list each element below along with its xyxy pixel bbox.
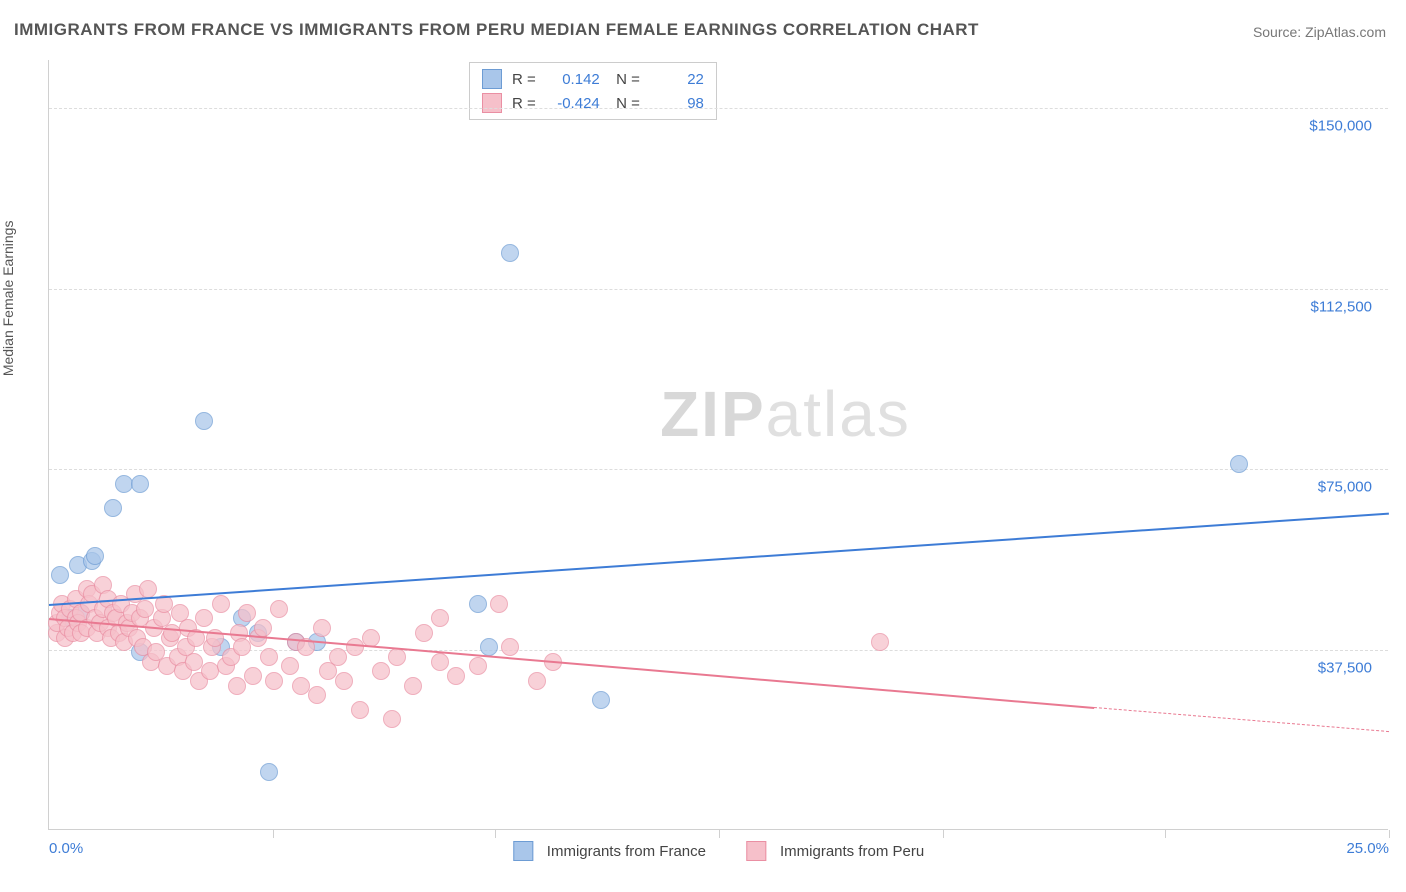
n-value-france: 22 [644, 71, 704, 88]
data-point-peru [447, 667, 465, 685]
data-point-peru [346, 638, 364, 656]
data-point-peru [383, 710, 401, 728]
trendline [49, 512, 1389, 605]
data-point-peru [233, 638, 251, 656]
trendline-extrapolated [1094, 707, 1389, 732]
tick-v [719, 830, 720, 838]
tick-v [495, 830, 496, 838]
gridline-h [49, 289, 1388, 290]
y-tick-label: $112,500 [1311, 298, 1372, 315]
legend-label-france: Immigrants from France [547, 843, 706, 860]
gridline-h [49, 469, 1388, 470]
data-point-france [195, 412, 213, 430]
data-point-peru [313, 619, 331, 637]
tick-v [273, 830, 274, 838]
data-point-peru [281, 657, 299, 675]
stats-legend-box: R = 0.142 N = 22 R = -0.424 N = 98 [469, 62, 717, 120]
data-point-peru [431, 653, 449, 671]
data-point-peru [244, 667, 262, 685]
r-label: R = [512, 71, 536, 88]
data-point-peru [362, 629, 380, 647]
chart-title: IMMIGRANTS FROM FRANCE VS IMMIGRANTS FRO… [14, 20, 979, 40]
data-point-peru [308, 686, 326, 704]
source-attribution: Source: ZipAtlas.com [1253, 24, 1386, 40]
data-point-france [480, 638, 498, 656]
data-point-france [469, 595, 487, 613]
r-value-france: 0.142 [540, 71, 600, 88]
data-point-france [1230, 455, 1248, 473]
data-point-peru [469, 657, 487, 675]
data-point-peru [139, 580, 157, 598]
x-tick-label: 0.0% [49, 840, 83, 857]
data-point-peru [501, 638, 519, 656]
watermark-light: atlas [766, 378, 911, 450]
data-point-peru [195, 609, 213, 627]
y-tick-label: $75,000 [1318, 479, 1372, 496]
data-point-peru [265, 672, 283, 690]
legend-item-peru: Immigrants from Peru [746, 841, 924, 861]
plot-area: ZIPatlas R = 0.142 N = 22 R = -0.424 N =… [48, 60, 1388, 830]
data-point-peru [404, 677, 422, 695]
stats-row-france: R = 0.142 N = 22 [482, 67, 704, 91]
data-point-france [86, 547, 104, 565]
data-point-france [260, 763, 278, 781]
data-point-peru [136, 600, 154, 618]
watermark-bold: ZIP [660, 378, 766, 450]
data-point-france [592, 691, 610, 709]
source-link[interactable]: ZipAtlas.com [1305, 24, 1386, 40]
data-point-peru [185, 653, 203, 671]
tick-v [943, 830, 944, 838]
y-tick-label: $37,500 [1318, 659, 1372, 676]
data-point-peru [871, 633, 889, 651]
data-point-peru [228, 677, 246, 695]
swatch-france [513, 841, 533, 861]
data-point-peru [270, 600, 288, 618]
stats-row-peru: R = -0.424 N = 98 [482, 91, 704, 115]
legend-label-peru: Immigrants from Peru [780, 843, 924, 860]
legend-item-france: Immigrants from France [513, 841, 706, 861]
data-point-peru [254, 619, 272, 637]
swatch-peru [746, 841, 766, 861]
data-point-peru [292, 677, 310, 695]
tick-v [1389, 830, 1390, 838]
chart-container: IMMIGRANTS FROM FRANCE VS IMMIGRANTS FRO… [0, 0, 1406, 892]
y-axis-label: Median Female Earnings [0, 221, 16, 377]
data-point-peru [415, 624, 433, 642]
data-point-peru [388, 648, 406, 666]
bottom-legend: Immigrants from France Immigrants from P… [513, 841, 924, 861]
data-point-peru [528, 672, 546, 690]
data-point-france [51, 566, 69, 584]
swatch-france [482, 69, 502, 89]
gridline-h [49, 108, 1388, 109]
x-tick-label: 25.0% [1346, 840, 1389, 857]
data-point-peru [260, 648, 278, 666]
data-point-france [104, 499, 122, 517]
data-point-peru [335, 672, 353, 690]
data-point-france [501, 244, 519, 262]
data-point-peru [372, 662, 390, 680]
data-point-peru [351, 701, 369, 719]
watermark: ZIPatlas [660, 377, 911, 451]
data-point-peru [431, 609, 449, 627]
tick-v [1165, 830, 1166, 838]
y-tick-label: $150,000 [1309, 118, 1372, 135]
source-label: Source: [1253, 24, 1301, 40]
n-label: N = [616, 71, 640, 88]
swatch-peru [482, 93, 502, 113]
data-point-peru [238, 604, 256, 622]
data-point-peru [212, 595, 230, 613]
data-point-france [131, 475, 149, 493]
data-point-peru [329, 648, 347, 666]
data-point-peru [490, 595, 508, 613]
